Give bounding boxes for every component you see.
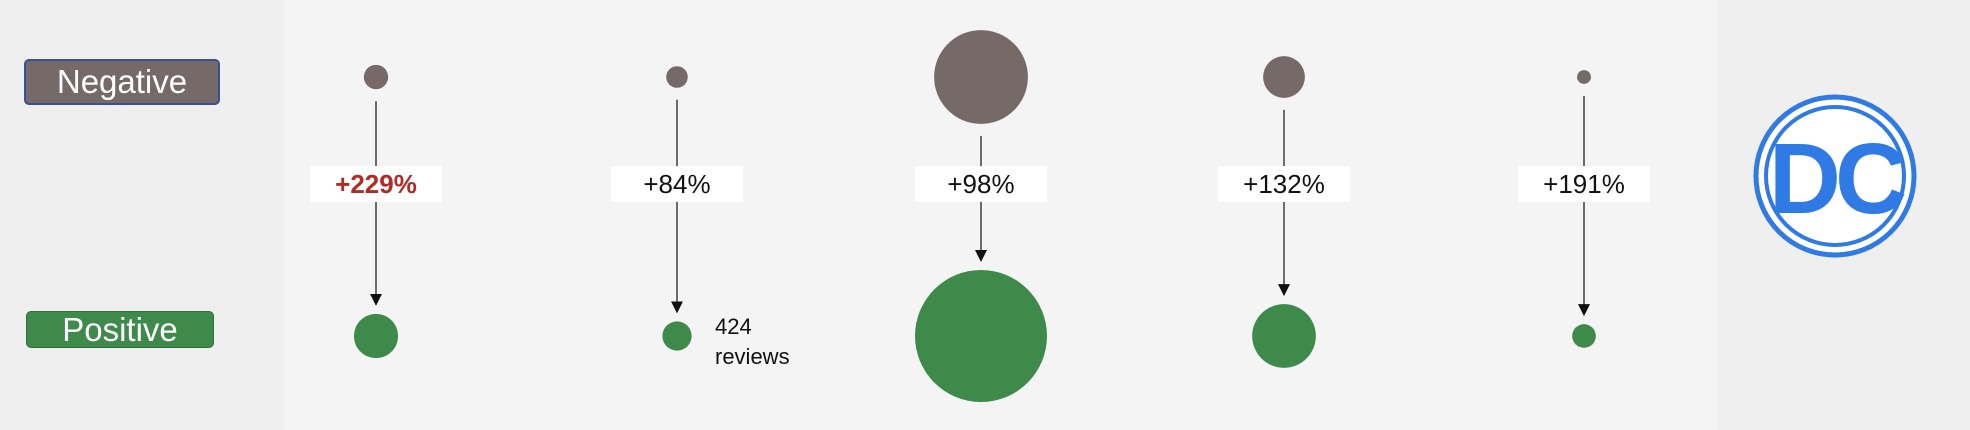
change-label-box-2: [611, 166, 743, 202]
change-label-box-5: [1518, 166, 1650, 202]
negative-bubble-5: [1577, 70, 1591, 84]
reviews-annotation-count: 424: [715, 314, 752, 339]
change-label-2: +84%: [643, 169, 710, 199]
change-label-box-4: [1218, 166, 1350, 202]
negative-bubble-4: [1263, 56, 1305, 98]
legend-positive: Positive: [26, 311, 214, 348]
positive-bubble-2: [662, 321, 692, 351]
positive-bubble-1: [353, 313, 399, 359]
positive-bubble-5: [1572, 324, 1596, 348]
change-label-1: +229%: [335, 169, 417, 199]
reviews-annotation-label: reviews: [715, 344, 790, 369]
change-label-3: +98%: [947, 169, 1014, 199]
svg-text:DC: DC: [1769, 123, 1905, 235]
change-label-4: +132%: [1243, 169, 1325, 199]
change-label-box-3: [915, 166, 1047, 202]
negative-bubble-3: [934, 30, 1028, 124]
change-label-5: +191%: [1543, 169, 1625, 199]
negative-bubble-2: [666, 66, 688, 88]
legend-negative: Negative: [24, 59, 220, 105]
negative-bubble-1: [363, 64, 389, 90]
dc-logo: DC: [1753, 94, 1917, 258]
positive-bubble-4: [1252, 304, 1316, 368]
change-label-box-1: [310, 166, 442, 202]
positive-bubble-3: [915, 270, 1047, 402]
